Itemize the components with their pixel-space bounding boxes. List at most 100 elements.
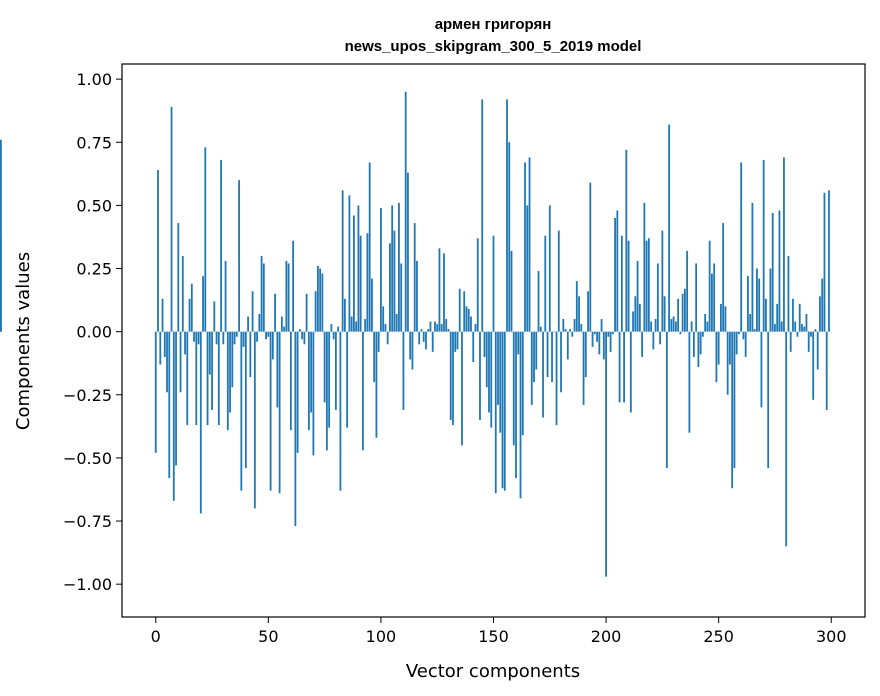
bar-129 <box>445 319 448 332</box>
bar-192 <box>587 291 589 332</box>
y-tick-label: 0.75 <box>76 133 112 152</box>
bar-292 <box>812 331 815 400</box>
bar-98 <box>375 331 378 438</box>
bar-218 <box>645 240 648 332</box>
x-tick-label: 50 <box>258 627 278 646</box>
bar-63 <box>296 331 299 453</box>
bar-157 <box>508 142 511 332</box>
bar-118 <box>420 329 423 332</box>
bar-2 <box>159 331 162 365</box>
y-tick-label: 0.25 <box>76 260 112 279</box>
bar-181 <box>562 319 565 332</box>
bar-285 <box>796 331 799 337</box>
bar-21 <box>202 276 204 332</box>
bar-172 <box>542 331 544 418</box>
bar-278 <box>780 321 783 332</box>
bar-296 <box>821 278 824 332</box>
bar-119 <box>422 331 425 342</box>
bar-223 <box>656 263 659 332</box>
y-tick-label: −0.75 <box>63 512 112 531</box>
bar-176 <box>551 331 553 383</box>
bar-38 <box>240 331 243 491</box>
bar-190 <box>582 331 585 405</box>
bar-73 <box>319 268 322 332</box>
bar-261 <box>742 331 745 340</box>
bar-225 <box>661 230 664 332</box>
bar-134 <box>456 331 459 350</box>
bar-76 <box>325 331 328 451</box>
bar-281 <box>787 255 790 332</box>
bar-undefined <box>0 139 2 332</box>
bar-290 <box>807 331 810 352</box>
bar-269 <box>760 331 763 408</box>
bar-268 <box>758 278 761 332</box>
bar-260 <box>740 162 743 332</box>
bar-247 <box>711 273 713 332</box>
bar-214 <box>636 260 639 332</box>
bar-206 <box>618 331 621 403</box>
bar-104 <box>389 243 391 332</box>
bar-213 <box>634 296 637 332</box>
bar-259 <box>738 331 740 335</box>
bar-287 <box>801 324 803 332</box>
bar-145 <box>481 99 484 332</box>
bar-122 <box>429 321 432 332</box>
bar-13 <box>184 331 186 355</box>
bar-37 <box>238 180 240 332</box>
bar-70 <box>312 331 315 456</box>
bar-139 <box>467 308 470 332</box>
bar-273 <box>769 268 772 332</box>
bar-62 <box>294 331 297 527</box>
bar-8 <box>172 331 175 501</box>
bar-262 <box>744 331 747 357</box>
bar-27 <box>215 331 218 345</box>
bar-186 <box>573 319 576 332</box>
bar-210 <box>627 240 630 332</box>
bar-147 <box>485 331 488 388</box>
bar-78 <box>330 324 333 332</box>
bar-4 <box>163 331 166 357</box>
bar-108 <box>398 202 400 332</box>
bar-185 <box>571 331 574 337</box>
bar-239 <box>692 331 695 357</box>
bar-137 <box>463 291 466 332</box>
bar-80 <box>334 331 337 410</box>
bar-15 <box>188 298 191 332</box>
bar-224 <box>659 331 662 345</box>
bar-94 <box>366 233 369 332</box>
bar-222 <box>654 319 657 332</box>
x-axis-label: Vector components <box>406 661 580 682</box>
bar-115 <box>413 223 416 332</box>
bar-256 <box>731 331 734 489</box>
bar-197 <box>598 331 601 355</box>
bar-54 <box>276 331 279 408</box>
bar-16 <box>190 283 193 332</box>
y-ticks: 1.00 0.75 0.50 0.25 0.00 −0.25 −0.50 −0.75 −1.00 <box>63 70 122 594</box>
bar-195 <box>593 331 596 335</box>
bar-178 <box>555 331 558 426</box>
bar-81 <box>337 326 340 332</box>
bar-294 <box>816 331 819 370</box>
bar-75 <box>323 331 326 403</box>
bar-212 <box>632 311 634 332</box>
bar-51 <box>269 331 272 491</box>
bar-31 <box>224 260 227 332</box>
bar-14 <box>186 331 189 426</box>
bar-207 <box>620 235 623 332</box>
bar-283 <box>792 298 794 332</box>
bar-82 <box>339 331 342 491</box>
bar-117 <box>418 331 421 345</box>
bar-258 <box>735 331 738 355</box>
bar-35 <box>233 331 236 345</box>
bar-92 <box>362 331 364 451</box>
x-tick-label: 200 <box>591 627 622 646</box>
bar-151 <box>494 331 497 494</box>
bar-77 <box>328 331 331 428</box>
bar-251 <box>720 303 722 332</box>
bar-3 <box>161 298 164 332</box>
plot-frame <box>121 63 866 618</box>
bar-249 <box>715 331 718 383</box>
bar-109 <box>400 263 403 332</box>
bar-187 <box>575 281 578 332</box>
